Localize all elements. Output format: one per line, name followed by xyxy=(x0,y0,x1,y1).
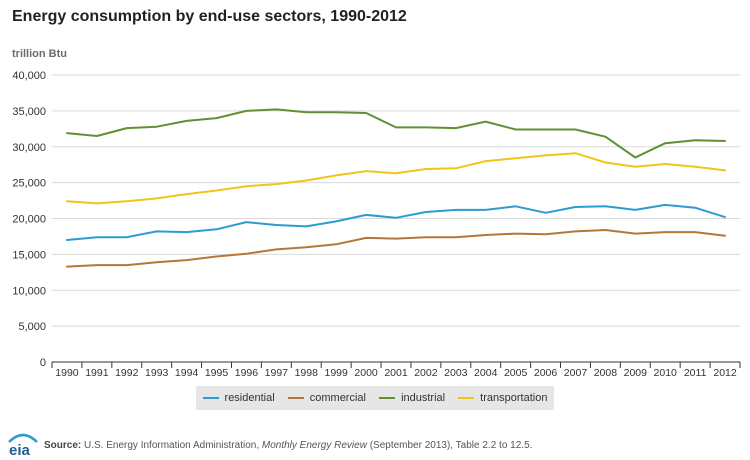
series-line-residential xyxy=(66,203,726,241)
x-tick-label: 2004 xyxy=(474,367,498,379)
legend-label: residential xyxy=(224,392,275,404)
y-tick-label: 0 xyxy=(40,357,46,369)
eia-logo-text: eia xyxy=(9,442,31,458)
x-tick-label: 1992 xyxy=(115,367,139,379)
x-tick-label: 1995 xyxy=(205,367,229,379)
x-tick-label: 2007 xyxy=(564,367,588,379)
x-tick-label: 2006 xyxy=(534,367,558,379)
chart-title: Energy consumption by end-use sectors, 1… xyxy=(12,8,407,25)
x-tick-label: 1999 xyxy=(324,367,348,379)
x-tick-label: 2000 xyxy=(354,367,378,379)
line-chart: 0 5,000 10,000 15,000 20,000 25,000 30,000 35,0… xyxy=(12,70,741,379)
y-tick-label: 40,000 xyxy=(12,70,46,82)
x-tick-label: 2009 xyxy=(624,367,648,379)
x-tick-label: 1994 xyxy=(175,367,199,379)
x-tick-label: 2010 xyxy=(654,367,678,379)
x-tick-label: 2003 xyxy=(444,367,468,379)
y-axis-unit-label: trillion Btu xyxy=(12,48,67,60)
legend-item-residential: residential xyxy=(202,392,275,404)
x-tick-label: 2001 xyxy=(384,367,408,379)
x-tick-label: 1990 xyxy=(55,367,79,379)
y-tick-label: 5,000 xyxy=(18,321,46,333)
x-tick-label: 1996 xyxy=(235,367,259,379)
footer: eia Source: U.S. Energy Information Admi… xyxy=(0,428,750,460)
x-tick-label: 1991 xyxy=(85,367,109,379)
grid-layer xyxy=(52,74,740,327)
series-layer xyxy=(66,108,726,268)
source-org: U.S. Energy Information Administration, xyxy=(84,440,260,451)
series-line-commercial xyxy=(66,229,726,268)
legend-item-commercial: commercial xyxy=(287,392,366,404)
y-tick-label: 30,000 xyxy=(12,142,46,154)
legend-label: transportation xyxy=(480,392,548,404)
eia-logo-icon: eia xyxy=(8,433,38,458)
legend-swatch xyxy=(287,397,304,399)
x-tick-label: 2011 xyxy=(684,367,707,379)
x-tick-label: 2005 xyxy=(504,367,528,379)
legend-label: industrial xyxy=(401,392,446,404)
source-note: Source: U.S. Energy Information Administ… xyxy=(44,440,532,451)
series-line-transportation xyxy=(66,152,726,205)
source-publication: Monthly Energy Review xyxy=(261,440,367,451)
y-tick-label: 10,000 xyxy=(12,285,46,297)
y-tick-label: 15,000 xyxy=(12,249,46,261)
x-tick-label: 2008 xyxy=(594,367,618,379)
legend-item-industrial: industrial xyxy=(379,392,445,404)
series-line-industrial xyxy=(66,108,726,159)
legend-swatch xyxy=(379,397,396,399)
x-tick-label: 1993 xyxy=(145,367,169,379)
legend-item-transportation: transportation xyxy=(458,392,547,404)
y-tick-label: 20,000 xyxy=(12,214,46,226)
x-tick-label: 1997 xyxy=(265,367,289,379)
x-tick-label: 2002 xyxy=(414,367,438,379)
source-detail: (September 2013), Table 2.2 to 12.5. xyxy=(369,440,533,451)
legend: residential commercial industrial transport… xyxy=(196,386,554,410)
legend-swatch xyxy=(458,397,475,399)
x-tick-label: 1998 xyxy=(295,367,319,379)
axis-layer: 0 5,000 10,000 15,000 20,000 25,000 30,000 35,0… xyxy=(12,70,741,379)
legend-label: commercial xyxy=(309,392,366,404)
x-tick-label: 2012 xyxy=(713,367,737,379)
y-tick-label: 35,000 xyxy=(12,106,46,118)
legend-swatch xyxy=(202,397,219,399)
y-tick-label: 25,000 xyxy=(12,178,46,190)
source-label: Source: xyxy=(44,440,82,451)
